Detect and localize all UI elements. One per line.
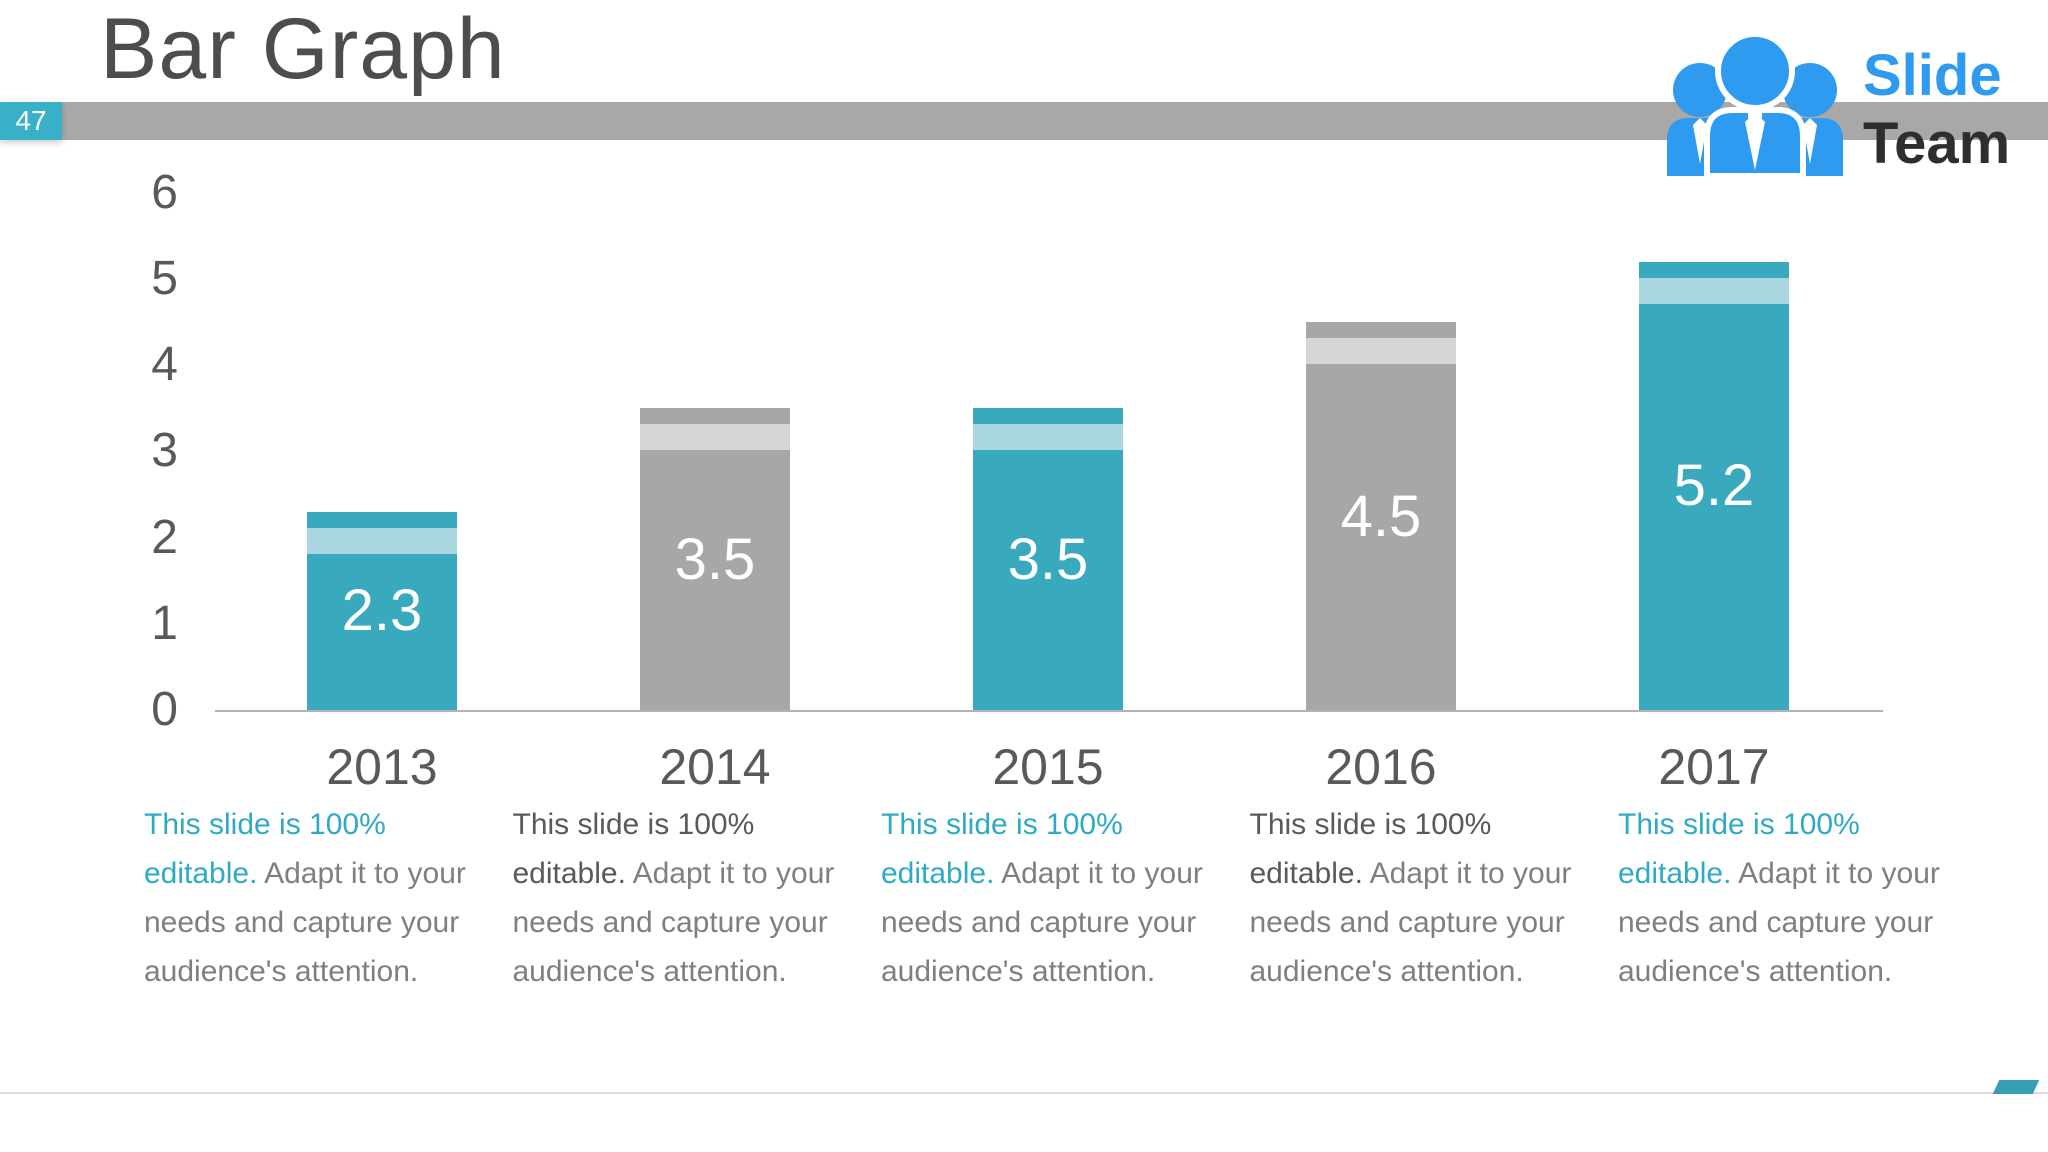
x-axis-label-2013: 2013	[326, 739, 438, 795]
bar-cap-stripe	[1306, 338, 1456, 365]
page-title: Bar Graph	[100, 1, 506, 97]
bar-cap-stripe	[1639, 277, 1789, 304]
bar-2013: 2.3	[307, 511, 457, 710]
bar-value-label: 2.3	[341, 578, 423, 644]
caption-lead-text: This slide is 100% editable.	[512, 808, 755, 890]
bar-2016: 4.5	[1306, 322, 1456, 710]
caption-2015: This slide is 100% editable. Adapt it to…	[881, 800, 1219, 996]
caption-2016: This slide is 100% editable. Adapt it to…	[1250, 800, 1588, 996]
bar-value-label: 3.5	[674, 526, 756, 592]
caption-lead-text: This slide is 100% editable.	[144, 808, 386, 890]
people-group-icon	[1667, 31, 1843, 176]
caption-body-text: Adapt it to your needs and capture your …	[1618, 857, 1940, 988]
x-axis-label-2015: 2015	[992, 739, 1104, 795]
y-tick-label-5: 5	[151, 252, 178, 305]
caption-body-text: Adapt it to your needs and capture your …	[881, 857, 1203, 988]
bar-value-label: 4.5	[1340, 483, 1422, 549]
y-tick-label-2: 2	[151, 510, 178, 564]
x-axis-line	[215, 710, 1883, 712]
x-axis-label-2017: 2017	[1658, 739, 1770, 795]
logo-text-team: Team	[1863, 111, 2011, 176]
caption-2013: This slide is 100% editable. Adapt it to…	[144, 800, 482, 996]
page-number-badge: 47	[0, 102, 62, 140]
caption-2017: This slide is 100% editable. Adapt it to…	[1618, 800, 1956, 996]
x-axis-label-2014: 2014	[659, 739, 771, 795]
footer-parallelogram-shape	[1992, 1080, 2040, 1094]
bar-value-label: 5.2	[1673, 453, 1755, 519]
y-tick-label-6: 6	[151, 165, 178, 219]
bar-cap-stripe	[640, 424, 790, 451]
x-axis-label-2016: 2016	[1325, 739, 1437, 795]
bar-value-label: 3.5	[1007, 526, 1089, 592]
caption-2014: This slide is 100% editable. Adapt it to…	[513, 800, 851, 996]
y-tick-label-0: 0	[151, 683, 178, 736]
caption-body-text: Adapt it to your needs and capture your …	[1249, 857, 1572, 988]
bar-2017: 5.2	[1639, 261, 1789, 710]
caption-lead-text: This slide is 100% editable.	[1249, 808, 1492, 890]
bar-cap-stripe	[307, 527, 457, 554]
caption-body-text: Adapt it to your needs and capture your …	[144, 857, 466, 988]
caption-lead-text: This slide is 100% editable.	[1618, 808, 1860, 890]
caption-body-text: Adapt it to your needs and capture your …	[512, 857, 835, 988]
bar-2015: 3.5	[973, 408, 1123, 710]
y-tick-label-1: 1	[151, 596, 178, 650]
y-tick-label-4: 4	[151, 338, 178, 392]
footer-divider-line	[0, 1092, 2048, 1094]
slideteam-logo[interactable]: Slide Team	[1655, 18, 2035, 176]
logo-text-slide: Slide	[1863, 43, 2002, 108]
bar-cap-stripe	[973, 424, 1123, 451]
bar-2014: 3.5	[640, 408, 790, 710]
caption-lead-text: This slide is 100% editable.	[881, 808, 1123, 890]
y-tick-label-3: 3	[151, 424, 178, 478]
